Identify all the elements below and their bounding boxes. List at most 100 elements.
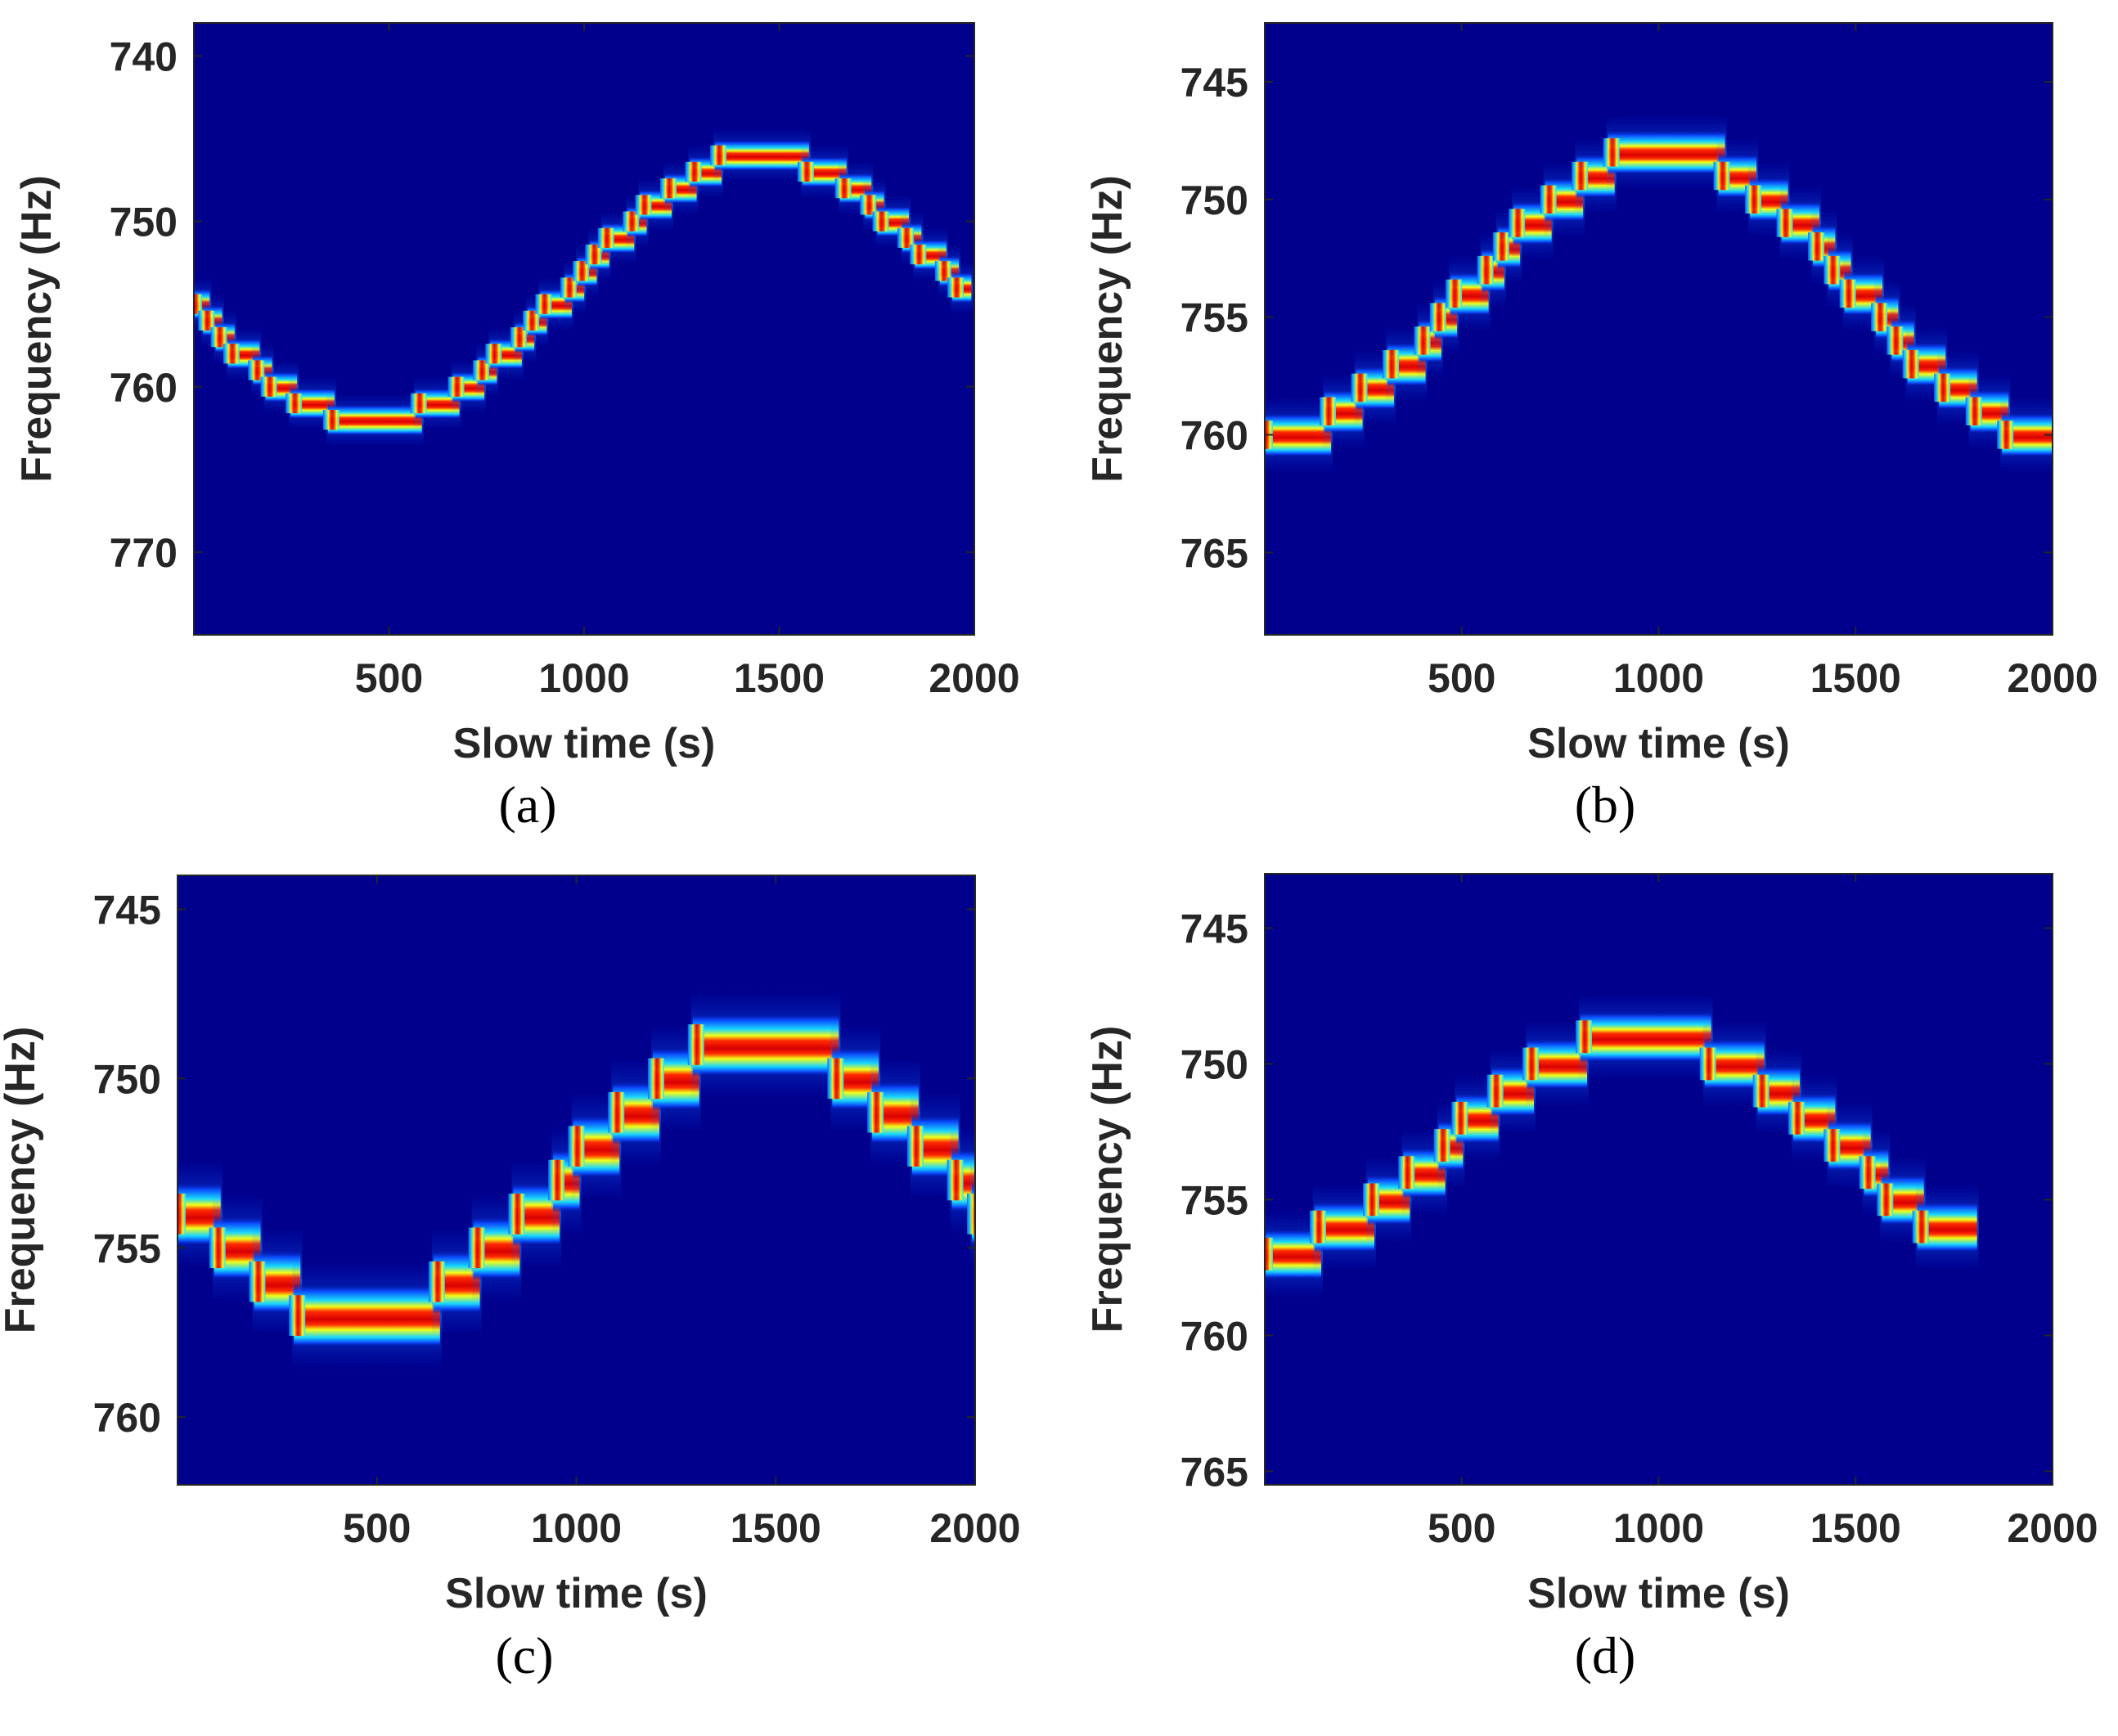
track-transition xyxy=(1603,137,1620,167)
track-transition xyxy=(710,145,727,165)
track-transition xyxy=(1451,1101,1468,1135)
y-axis-label: Frequency (Hz) xyxy=(13,175,61,483)
track-transition xyxy=(573,261,590,281)
track-transition xyxy=(510,326,527,348)
panel-caption: (b) xyxy=(1575,776,1636,834)
track-transition xyxy=(468,1227,485,1269)
track-transition xyxy=(223,344,240,364)
y-tick-label: 755 xyxy=(1180,1177,1248,1223)
track-transition xyxy=(1823,1129,1841,1162)
track-transition xyxy=(1572,161,1589,191)
track-transition xyxy=(194,294,202,314)
track-transition xyxy=(608,1091,625,1133)
track-transition xyxy=(827,1058,844,1100)
track-transition xyxy=(410,393,427,414)
spectrogram-track xyxy=(1265,115,2053,473)
track-transition xyxy=(1788,1101,1805,1135)
track-transition xyxy=(1745,185,1762,214)
track-transition xyxy=(1429,303,1446,331)
track-transition xyxy=(1540,185,1557,214)
y-tick-label: 755 xyxy=(1180,295,1248,341)
track-transition xyxy=(1446,279,1463,308)
y-tick-label: 740 xyxy=(110,34,178,79)
track-transition xyxy=(797,161,814,182)
track-transition xyxy=(560,277,577,298)
track-transition xyxy=(260,376,277,397)
track-transition xyxy=(1934,373,1951,403)
panel-a: 500 1000 1500 2000 740 750 760 770 Slow time (s)… xyxy=(13,22,1020,834)
track-transition xyxy=(1808,232,1825,261)
y-tick-label: 750 xyxy=(1180,1041,1248,1087)
x-tick-label: 2000 xyxy=(2007,655,2098,701)
track-transition xyxy=(1776,209,1793,237)
y-tick-label: 745 xyxy=(1180,60,1248,106)
track-transition xyxy=(249,1261,266,1302)
track-transition xyxy=(568,1126,585,1167)
y-tick-label: 755 xyxy=(93,1226,161,1271)
y-axis-label: Frequency (Hz) xyxy=(1084,1026,1131,1333)
spectrogram-track xyxy=(194,128,974,447)
track-transition xyxy=(1351,373,1368,403)
spectrogram-track xyxy=(1265,993,1979,1298)
track-transition xyxy=(535,294,552,314)
track-transition xyxy=(1576,1020,1593,1054)
track-transition xyxy=(1871,303,1888,331)
track-transition xyxy=(897,227,915,248)
track-transition xyxy=(289,1295,306,1336)
heatmap-background xyxy=(194,23,974,635)
track-segment xyxy=(715,139,809,171)
track-segment xyxy=(1581,1010,1711,1063)
x-axis-label: Slow time (s) xyxy=(1527,1570,1790,1617)
x-axis-label: Slow time (s) xyxy=(453,720,716,767)
track-transition xyxy=(1877,1183,1894,1217)
track-transition xyxy=(485,344,502,364)
track-transition xyxy=(248,360,265,380)
x-tick-label: 1500 xyxy=(1810,1505,1901,1551)
track-transition xyxy=(1859,1156,1876,1190)
y-axis-label: Frequency (Hz) xyxy=(0,1027,44,1334)
x-tick-label: 1500 xyxy=(734,655,825,701)
x-tick-label: 2000 xyxy=(2007,1505,2098,1551)
track-transition xyxy=(1492,232,1509,261)
track-transition xyxy=(1398,1156,1415,1190)
track-transition xyxy=(1752,1074,1769,1108)
x-tick-label: 1000 xyxy=(538,655,629,701)
track-transition xyxy=(1433,1129,1450,1162)
track-transition xyxy=(635,195,652,215)
track-transition xyxy=(1965,397,1982,425)
track-transition xyxy=(967,1194,975,1235)
x-tick-label: 500 xyxy=(343,1505,411,1551)
track-segment xyxy=(1608,129,1725,175)
panel-c: 500 1000 1500 2000 745 750 755 760 Slow time (s)… xyxy=(0,875,1021,1684)
track-transition xyxy=(428,1261,445,1302)
y-tick-label: 765 xyxy=(1180,1449,1248,1495)
x-tick-label: 1500 xyxy=(731,1505,821,1551)
y-tick-label: 750 xyxy=(110,200,178,245)
track-transition xyxy=(867,1091,884,1133)
spectrogram-track xyxy=(178,990,975,1370)
track-transition xyxy=(548,1159,565,1201)
track-segment xyxy=(294,1283,440,1348)
y-tick-label: 750 xyxy=(93,1056,161,1102)
y-tick-label: 750 xyxy=(1180,178,1248,223)
track-transition xyxy=(508,1194,525,1235)
x-axis-label: Slow time (s) xyxy=(1527,720,1790,767)
x-tick-label: 1000 xyxy=(1613,1505,1704,1551)
track-transition xyxy=(834,178,852,199)
track-transition xyxy=(1265,1237,1273,1271)
panel-b: 500 1000 1500 2000 745 750 755 760 765 Slow time … xyxy=(1084,22,2098,834)
y-tick-label: 760 xyxy=(93,1395,161,1441)
track-transition xyxy=(210,326,227,348)
track-transition xyxy=(1839,279,1856,308)
track-transition xyxy=(198,310,215,331)
track-transition xyxy=(1713,161,1730,191)
x-tick-label: 1000 xyxy=(1613,655,1704,701)
track-transition xyxy=(687,1024,704,1065)
x-tick-label: 2000 xyxy=(929,1505,1020,1551)
track-transition xyxy=(209,1227,226,1269)
track-transition xyxy=(322,410,340,430)
x-axis-label: Slow time (s) xyxy=(445,1570,708,1617)
x-tick-label: 2000 xyxy=(929,655,1019,701)
track-transition xyxy=(623,211,640,232)
track-transition xyxy=(473,360,490,380)
